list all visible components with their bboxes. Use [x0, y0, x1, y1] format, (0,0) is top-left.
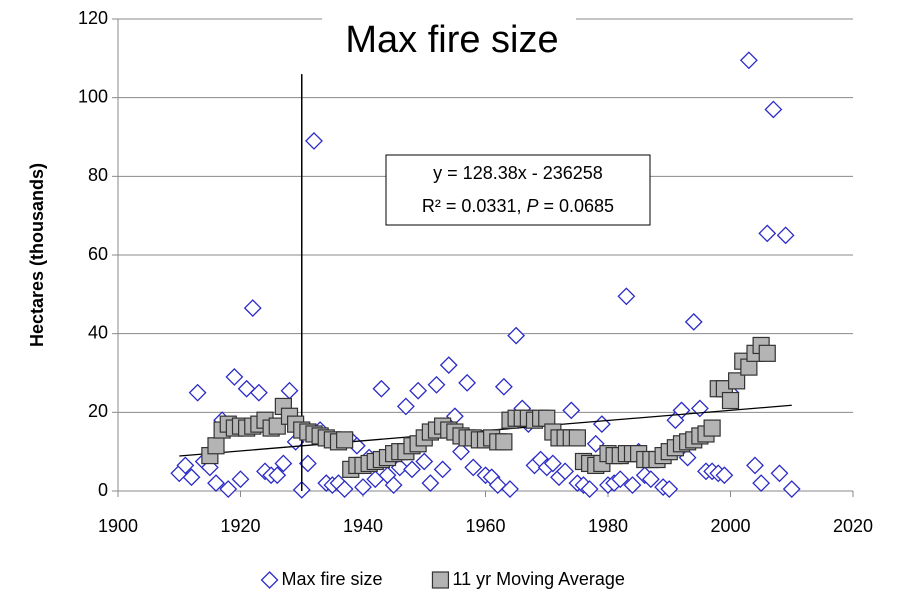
x-tick-label: 2020 — [833, 516, 873, 536]
diamond-marker — [415, 452, 434, 471]
square-marker — [336, 431, 354, 449]
diamond-marker — [580, 480, 599, 498]
series-1 — [201, 336, 776, 478]
y-tick-label: 80 — [88, 165, 108, 185]
diamond-marker — [225, 368, 244, 386]
x-tick-label: 1960 — [465, 516, 505, 536]
legend-item: 11 yr Moving Average — [431, 569, 625, 589]
diamond-marker — [501, 480, 519, 498]
square-marker — [495, 433, 513, 451]
diamond-marker — [335, 480, 354, 498]
diamond-marker — [396, 397, 415, 416]
legend-item: Max fire size — [260, 569, 383, 589]
diamond-marker — [305, 132, 323, 150]
diamond-marker — [684, 312, 703, 331]
diamond-marker — [427, 375, 446, 394]
diamond-marker — [231, 470, 250, 489]
diamond-marker — [641, 470, 660, 489]
annotation: y = 128.38x - 236258 R² = 0.0331, P = 0.… — [385, 154, 651, 226]
diamond-marker — [182, 468, 201, 487]
chart-title: Max fire size — [345, 19, 558, 61]
diamond-marker — [298, 454, 317, 473]
title-background — [322, 10, 576, 66]
y-tick-label: 40 — [88, 322, 108, 342]
diamond-marker — [433, 460, 452, 479]
r-squared-part: R² = 0.0331, — [422, 196, 527, 216]
diamond-marker — [739, 51, 758, 70]
x-tick-label: 1920 — [220, 516, 260, 536]
diamond-marker — [372, 379, 391, 398]
p-symbol: P — [526, 196, 538, 216]
diamond-marker — [660, 480, 679, 498]
annotation-box — [385, 154, 651, 226]
diamond-marker — [782, 480, 801, 498]
square-marker — [728, 372, 746, 390]
square-marker — [758, 344, 776, 362]
square-marker — [207, 437, 225, 455]
r-squared: R² = 0.0331, P = 0.0685 — [422, 196, 614, 216]
diamond-marker — [776, 226, 795, 245]
diamond-marker — [458, 373, 477, 392]
diamond-marker — [207, 474, 225, 493]
diamond-marker — [617, 287, 636, 306]
x-tick-label: 2000 — [710, 516, 750, 536]
diamond-marker — [556, 462, 575, 481]
diamond-marker — [543, 454, 562, 473]
x-tick-label: 1900 — [98, 516, 138, 536]
plot-area — [170, 51, 801, 499]
diamond-marker — [623, 476, 642, 495]
legend-label: 11 yr Moving Average — [452, 569, 624, 589]
y-tick-label: 100 — [78, 86, 108, 106]
diamond-marker — [384, 476, 403, 495]
diamond-marker — [770, 464, 789, 483]
diamond-marker — [260, 571, 279, 589]
diamond-marker — [354, 478, 372, 496]
diamond-marker — [268, 466, 287, 485]
equation: y = 128.38x - 236258 — [433, 163, 603, 183]
diamond-marker — [439, 356, 458, 375]
diamond-marker — [243, 299, 262, 318]
x-tick-label: 1980 — [588, 516, 628, 536]
diamond-marker — [715, 466, 734, 485]
diamond-marker — [176, 456, 195, 475]
diamond-marker — [507, 326, 526, 345]
square-marker — [568, 429, 586, 447]
legend: Max fire size 11 yr Moving Average — [260, 569, 625, 589]
diamond-marker — [403, 460, 421, 479]
y-tick-label: 0 — [98, 480, 108, 500]
diamond-marker — [746, 456, 764, 475]
y-tick-label: 20 — [88, 401, 108, 421]
square-marker — [721, 391, 740, 410]
diamond-marker — [421, 474, 440, 493]
y-tick-label: 60 — [88, 244, 108, 264]
diamond-marker — [249, 383, 268, 402]
diamond-marker — [494, 377, 513, 396]
y-tick-label: 120 — [78, 8, 108, 28]
diamond-marker — [464, 458, 483, 477]
diamond-marker — [764, 100, 783, 119]
diamond-marker — [562, 401, 581, 420]
diamond-marker — [219, 480, 238, 498]
diamond-marker — [188, 383, 207, 402]
diamond-marker — [752, 474, 771, 493]
diamond-marker — [758, 224, 777, 243]
legend-label: Max fire size — [282, 569, 383, 589]
y-axis-label: Hectares (thousands) — [27, 163, 47, 347]
square-marker — [431, 571, 450, 589]
diamond-marker — [611, 470, 630, 489]
diamond-marker — [409, 381, 428, 400]
diamond-marker — [274, 454, 293, 473]
square-marker — [703, 419, 721, 437]
diamond-marker — [452, 442, 470, 461]
p-value: = 0.0685 — [539, 196, 615, 216]
x-tick-label: 1940 — [343, 516, 383, 536]
